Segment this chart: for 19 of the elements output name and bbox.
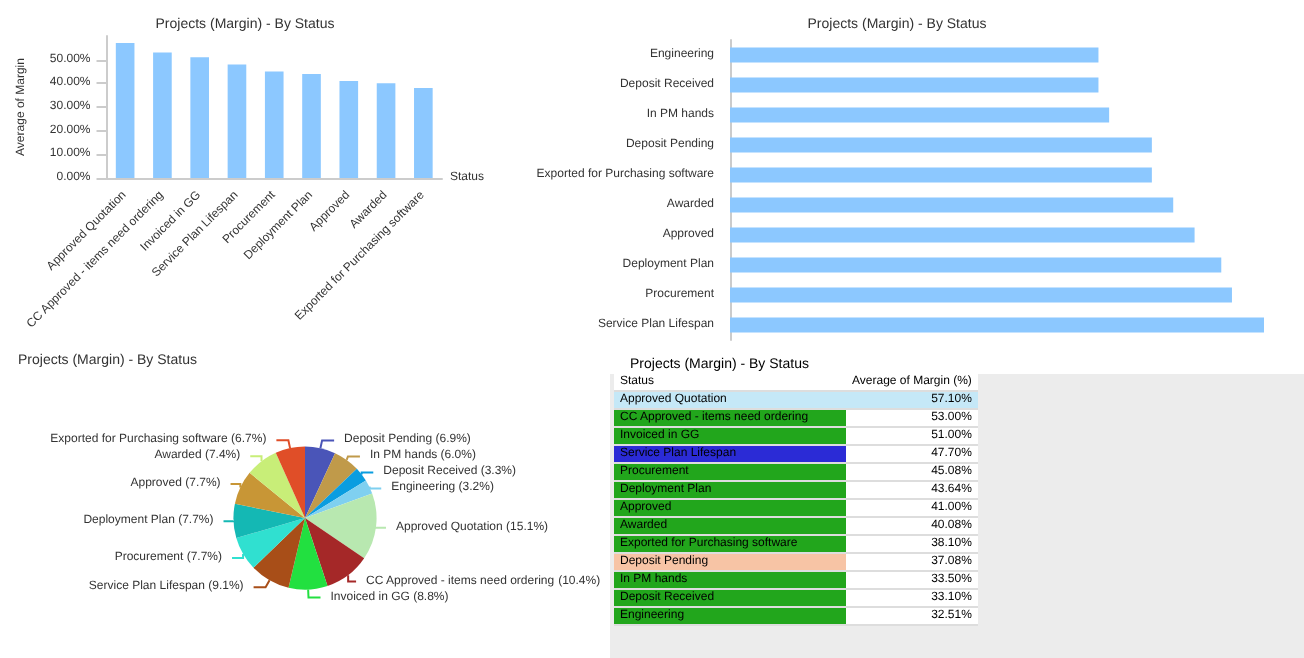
bar	[153, 52, 172, 179]
bar	[302, 73, 321, 179]
bar	[339, 80, 359, 179]
bar	[730, 77, 1099, 93]
bar	[730, 167, 1152, 183]
bar	[227, 64, 247, 179]
bar	[115, 43, 135, 179]
bar	[190, 57, 210, 179]
bar	[730, 47, 1099, 63]
bar	[730, 317, 1264, 333]
bar	[264, 71, 284, 179]
bar	[414, 88, 433, 179]
bar	[376, 83, 396, 179]
bar	[730, 137, 1152, 153]
bar	[730, 287, 1232, 303]
bar	[730, 197, 1174, 213]
bar	[730, 227, 1195, 243]
bar	[730, 107, 1110, 123]
bar	[730, 257, 1222, 273]
